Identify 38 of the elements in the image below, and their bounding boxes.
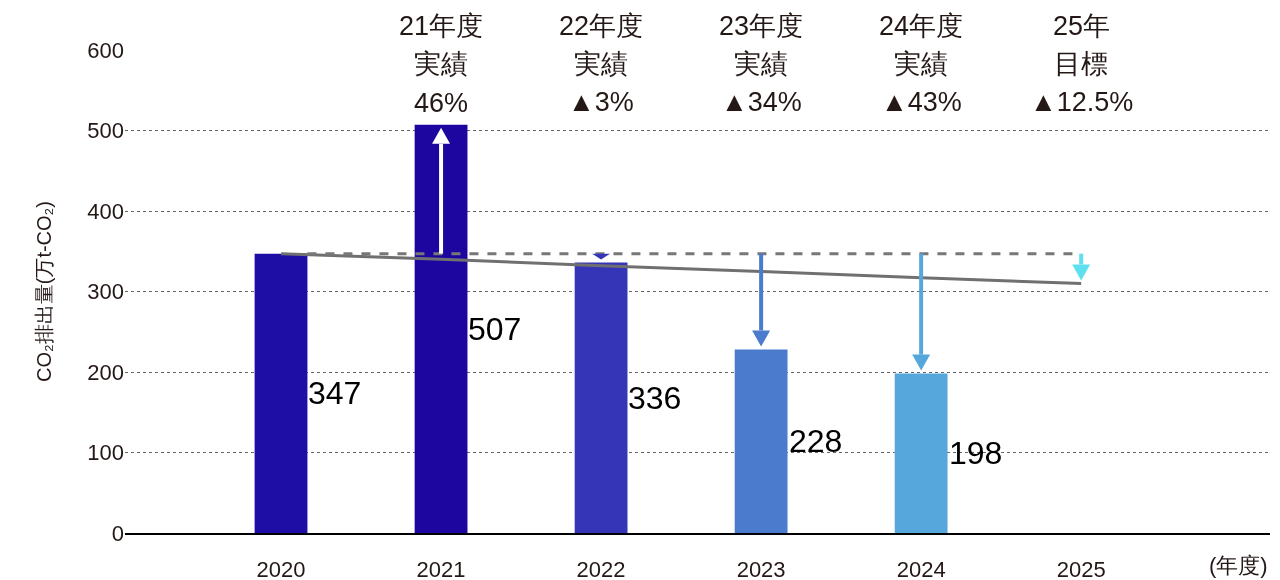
text: 25年	[1053, 11, 1111, 41]
y-axis-title: CO₂排出量(万t-CO₂)	[32, 200, 55, 383]
annotation: 目標	[1054, 49, 1108, 79]
data-label: 228	[789, 423, 843, 459]
annotation: ▲43%	[881, 87, 962, 117]
y-tick-label: 200	[87, 359, 124, 385]
y-tick-label: 300	[87, 279, 124, 305]
y-tick-label: 500	[87, 118, 124, 144]
data-label: 198	[949, 435, 1003, 471]
annotation: ▲3%	[568, 87, 634, 117]
annotation: 実績	[574, 49, 628, 79]
bar	[254, 253, 308, 533]
annotation: 実績	[414, 49, 468, 79]
text: 24年度	[879, 11, 964, 41]
y-tick-label: 100	[87, 440, 124, 466]
x-tick-label: 2023	[736, 557, 786, 580]
bar	[414, 124, 468, 533]
y-tick-label: 600	[87, 37, 124, 63]
text: 22年度	[559, 11, 644, 41]
x-tick-label: 2021	[416, 557, 466, 580]
annotation: 実績	[734, 49, 788, 79]
x-axis-title: (年度)	[1209, 553, 1268, 578]
text: 21年度	[399, 11, 484, 41]
data-label: 347	[308, 375, 362, 411]
y-tick-label: 400	[87, 198, 124, 224]
x-tick-label: 2020	[256, 557, 306, 580]
y-tick-label: 0	[111, 520, 124, 546]
annotation: 実績	[894, 49, 948, 79]
data-label: 336	[628, 380, 682, 416]
annotation: 46%	[414, 88, 469, 118]
text: 23年度	[719, 11, 804, 41]
annotation: ▲12.5%	[1030, 87, 1134, 117]
x-tick-label: 2022	[576, 557, 626, 580]
annotation: ▲34%	[721, 87, 802, 117]
data-label: 507	[468, 311, 522, 347]
line-series	[279, 252, 1083, 285]
x-tick-label: 2024	[896, 557, 946, 580]
x-tick-label: 2025	[1056, 557, 1106, 580]
